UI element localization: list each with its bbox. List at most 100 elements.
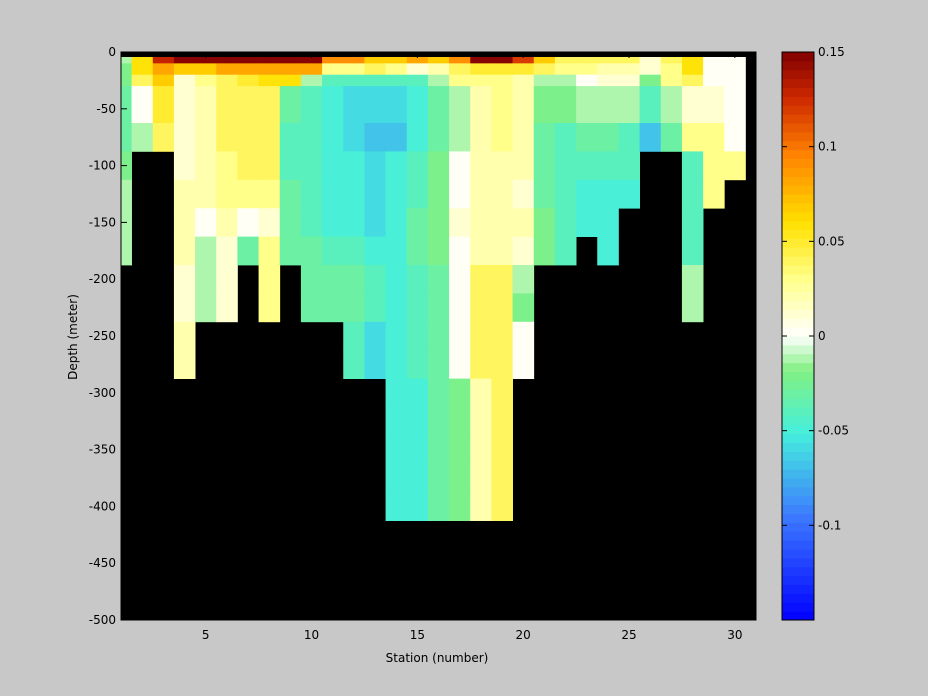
heatmap-cell [681, 293, 704, 323]
colorbar-swatch [782, 557, 814, 568]
heatmap-cell [703, 86, 725, 124]
heatmap-cell [597, 74, 619, 87]
heatmap-cell [322, 265, 344, 294]
heatmap-cell [427, 208, 450, 237]
colorbar-swatch [782, 531, 814, 541]
colorbar-tick-label: 0 [818, 329, 826, 343]
y-tick-label: -500 [89, 613, 116, 627]
heatmap-cell [512, 350, 535, 379]
heatmap-cell [427, 435, 450, 465]
heatmap-cell [131, 52, 154, 64]
x-tick-label: 15 [410, 628, 425, 642]
colorbar-swatch [782, 362, 814, 373]
heatmap-cell [491, 492, 513, 521]
colorbar-swatch [782, 318, 814, 328]
heatmap-cell [533, 74, 556, 87]
heatmap-cell [491, 86, 513, 124]
heatmap-cell [300, 86, 323, 124]
colorbar-swatch [782, 327, 814, 337]
colorbar-swatch [782, 522, 814, 532]
heatmap-cell [449, 435, 471, 465]
heatmap-cell [449, 86, 471, 124]
colorbar-swatch [782, 336, 814, 346]
heatmap-cell [491, 52, 513, 64]
heatmap-cell [533, 123, 556, 152]
heatmap-cell [300, 151, 323, 181]
heatmap-cell [427, 74, 450, 87]
heatmap-cell [470, 86, 492, 124]
heatmap-cell [195, 74, 217, 87]
colorbar-swatch [782, 433, 814, 444]
heatmap-cell [364, 293, 386, 323]
colorbar-swatch [782, 380, 814, 390]
heatmap-cell [237, 86, 259, 124]
heatmap-cell [300, 123, 323, 152]
heatmap-cell [216, 265, 238, 294]
heatmap-cell [406, 123, 429, 152]
heatmap-cell [152, 52, 175, 64]
heatmap-cell [470, 265, 492, 294]
heatmap-cell [121, 179, 132, 209]
colorbar-swatch [782, 460, 814, 470]
heatmap-cell [449, 52, 471, 64]
colorbar-swatch [782, 105, 814, 115]
heatmap-cell [364, 350, 386, 379]
heatmap-cell [385, 63, 408, 76]
heatmap-cell [470, 208, 492, 237]
heatmap-cell [660, 86, 683, 124]
heatmap-cell [322, 293, 344, 323]
heatmap-cell [406, 208, 429, 237]
heatmap-cell [660, 74, 683, 87]
heatmap-cell [343, 321, 365, 351]
heatmap-cell [512, 123, 535, 152]
heatmap-cell [300, 179, 323, 209]
heatmap-cell [385, 378, 408, 408]
heatmap-cell [258, 74, 281, 87]
heatmap-cell [385, 151, 408, 181]
heatmap-cell [512, 179, 535, 209]
heatmap-cell [576, 74, 598, 87]
heatmap-cell [237, 179, 259, 209]
colorbar-swatch [782, 265, 814, 275]
colorbar-swatch [782, 211, 814, 222]
heatmap-cell [449, 378, 471, 408]
y-tick-label: -100 [89, 159, 116, 173]
colorbar-swatch [782, 495, 814, 506]
heatmap-cell [173, 350, 196, 379]
heatmap-cell [576, 151, 598, 181]
heatmap-cell [152, 86, 175, 124]
heatmap-cell [216, 151, 238, 181]
colorbar-swatch [782, 273, 814, 284]
heatmap-cell [216, 123, 238, 152]
colorbar-swatch [782, 131, 814, 142]
heatmap-cell [343, 236, 365, 266]
heatmap-cell [364, 208, 386, 237]
heatmap-cell [195, 179, 217, 209]
heatmap-cell [491, 293, 513, 323]
colorbar-swatch [782, 247, 814, 257]
heatmap-cell [681, 123, 704, 152]
colorbar-swatches [782, 52, 814, 621]
heatmap-cell [258, 265, 281, 294]
heatmap-cell [385, 265, 408, 294]
heatmap-cell [681, 151, 704, 181]
heatmap-cell [681, 52, 704, 64]
heatmap-cell [554, 123, 577, 152]
heatmap-cell [639, 63, 662, 76]
heatmap-cell [195, 208, 217, 237]
heatmap-cell [237, 123, 259, 152]
heatmap-cell [322, 179, 344, 209]
heatmap-cell [322, 52, 344, 64]
colorbar-swatch [782, 353, 814, 364]
heatmap-cell [576, 63, 598, 76]
heatmap-cell [681, 63, 704, 76]
colorbar-swatch [782, 513, 814, 523]
heatmap-cell [576, 86, 598, 124]
heatmap-cell [343, 52, 365, 64]
heatmap-cell [576, 208, 598, 237]
heatmap-cell [131, 63, 154, 76]
y-tick-label: -450 [89, 556, 116, 570]
heatmap-cell [470, 321, 492, 351]
heatmap-cell [406, 179, 429, 209]
heatmap-cell [639, 86, 662, 124]
